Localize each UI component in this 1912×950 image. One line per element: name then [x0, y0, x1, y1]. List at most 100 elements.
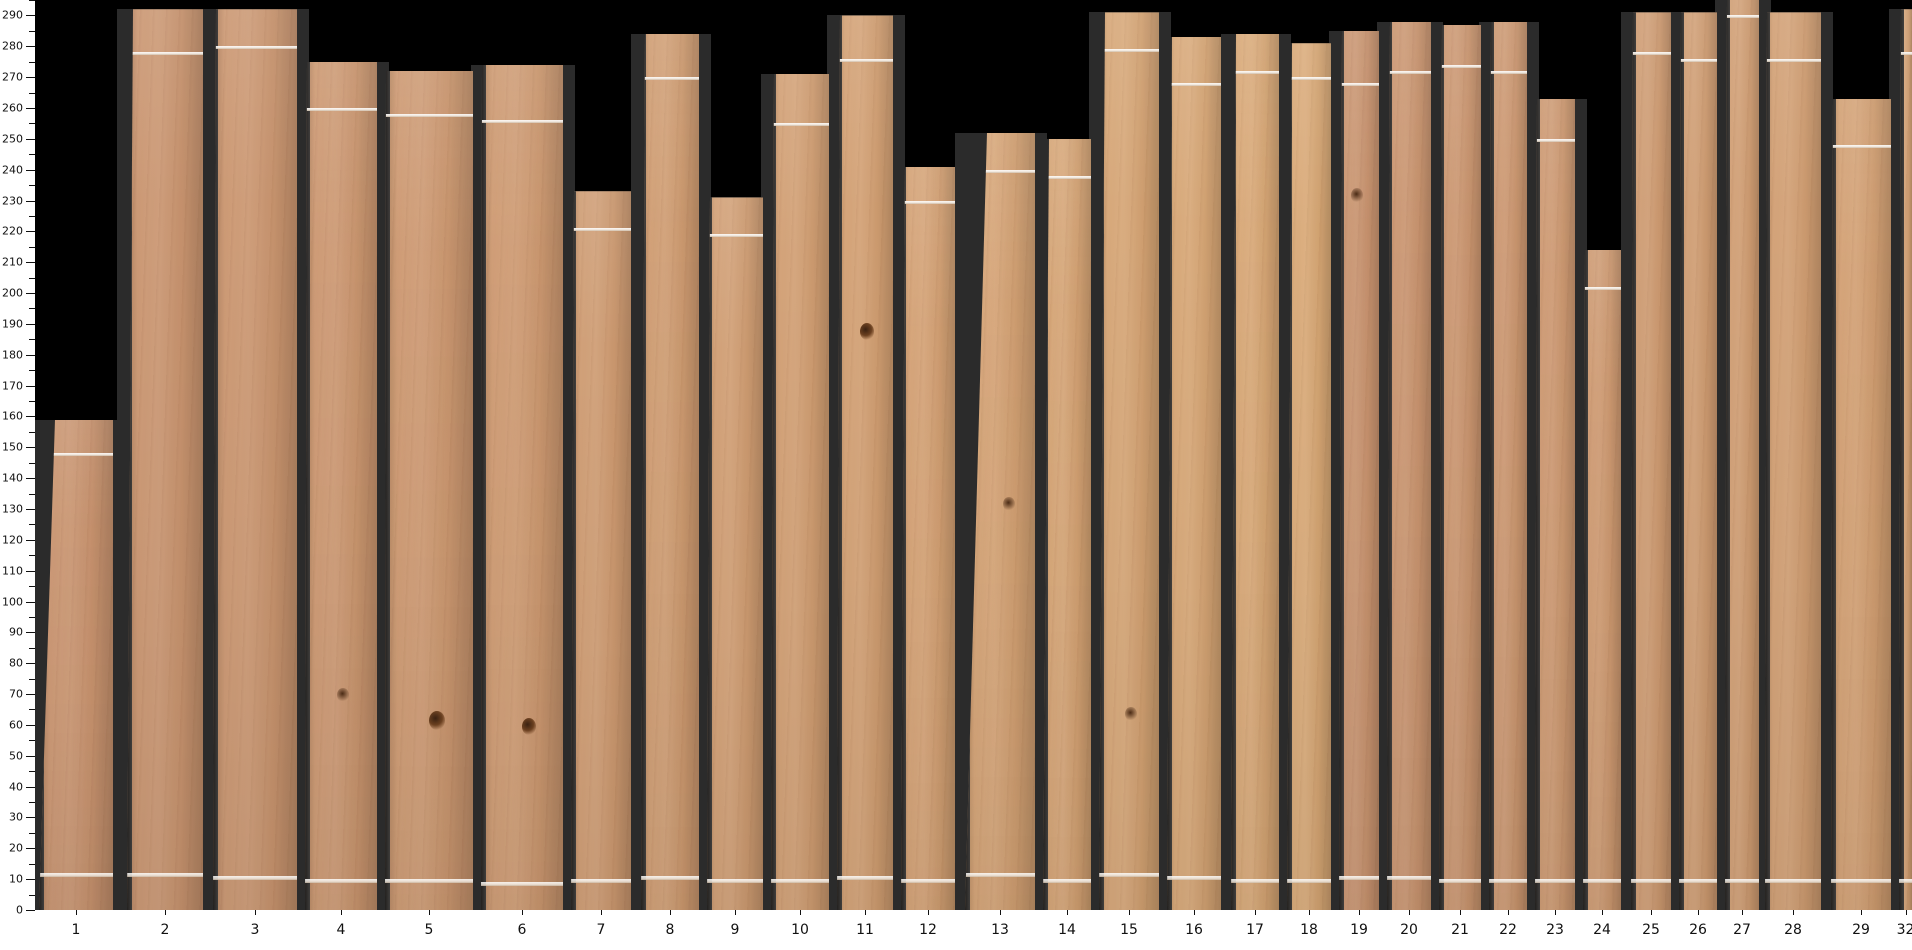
y-tick-label: 150: [2, 440, 23, 454]
board-22[interactable]: [1489, 21, 1527, 910]
chalk-mark: [213, 876, 297, 881]
chalk-mark: [1765, 58, 1821, 62]
y-tick-major: [26, 416, 35, 418]
board-shadow-edge: [1339, 30, 1344, 910]
y-tick-major: [26, 77, 35, 79]
chalk-mark: [1489, 879, 1527, 884]
y-tick-major: [26, 385, 35, 387]
chalk-mark: [127, 872, 203, 877]
chalk-mark: [1043, 879, 1091, 884]
board-face: [837, 15, 893, 910]
chalk-mark: [1725, 15, 1759, 19]
board-2[interactable]: [127, 9, 203, 910]
y-tick-label: 0: [16, 903, 23, 917]
y-tick-minor: [29, 215, 35, 217]
board-face: [1167, 37, 1221, 910]
x-tick: [341, 910, 342, 915]
y-tick-minor: [29, 894, 35, 896]
board-shadow-edge: [1725, 0, 1730, 910]
board-23[interactable]: [1535, 98, 1575, 910]
board-1[interactable]: [39, 419, 113, 910]
chalk-mark: [1899, 52, 1912, 56]
y-tick-minor: [29, 61, 35, 63]
board-face: [1831, 98, 1891, 910]
board-28[interactable]: [1765, 12, 1821, 910]
chalk-mark: [1725, 879, 1759, 884]
x-tick-label: 23: [1546, 922, 1564, 938]
chalk-mark: [641, 876, 699, 881]
chalk-mark: [965, 872, 1035, 877]
x-tick-label: 9: [730, 922, 740, 938]
chalk-mark: [1231, 70, 1279, 74]
board-face: [1099, 12, 1159, 910]
y-tick-major: [26, 724, 35, 726]
y-tick-label: 30: [9, 810, 23, 824]
board-18[interactable]: [1287, 43, 1331, 910]
y-tick-label: 60: [9, 718, 23, 732]
board-9[interactable]: [707, 197, 763, 910]
board-7[interactable]: [571, 191, 631, 910]
board-face: [1535, 98, 1575, 910]
board-11[interactable]: [837, 15, 893, 910]
board-25[interactable]: [1631, 12, 1671, 910]
y-tick-label: 50: [9, 749, 23, 763]
y-tick-major: [26, 786, 35, 788]
chalk-mark: [1043, 175, 1091, 179]
chalk-mark: [837, 58, 893, 62]
x-tick-label: 16: [1185, 922, 1203, 938]
chalk-mark: [39, 872, 113, 877]
y-tick-label: 140: [2, 471, 23, 485]
y-tick-minor: [29, 370, 35, 372]
wood-knot: [1125, 706, 1137, 721]
board-29[interactable]: [1831, 98, 1891, 910]
board-face: [385, 70, 473, 910]
chalk-mark: [305, 879, 377, 884]
board-19[interactable]: [1339, 30, 1379, 910]
chalk-mark: [901, 879, 955, 884]
chalk-mark: [571, 879, 631, 884]
board-12[interactable]: [901, 166, 955, 910]
wood-knot: [522, 717, 536, 735]
board-10[interactable]: [771, 74, 829, 910]
x-tick-label: 24: [1593, 922, 1611, 938]
board-17[interactable]: [1231, 33, 1279, 910]
board-20[interactable]: [1387, 21, 1431, 910]
chalk-mark: [1535, 879, 1575, 884]
board-6[interactable]: [481, 64, 563, 910]
board-shadow-edge: [1287, 43, 1292, 910]
board-shadow-edge: [1439, 24, 1444, 910]
y-tick-major: [26, 910, 35, 911]
board-15[interactable]: [1099, 12, 1159, 910]
y-tick-minor: [29, 0, 35, 1]
x-tick: [255, 910, 256, 915]
board-3[interactable]: [213, 9, 297, 910]
board-21[interactable]: [1439, 24, 1481, 910]
x-tick: [1602, 910, 1603, 915]
x-tick: [1255, 910, 1256, 915]
chalk-mark: [39, 453, 113, 457]
y-tick-minor: [29, 92, 35, 94]
board-26[interactable]: [1679, 12, 1717, 910]
board-4[interactable]: [305, 61, 377, 910]
y-tick-label: 290: [2, 8, 23, 22]
board-shadow-edge: [1489, 21, 1494, 910]
y-tick-label: 90: [9, 625, 23, 639]
board-shadow-edge: [1535, 98, 1540, 910]
board-face: [1287, 43, 1331, 910]
board-32[interactable]: [1899, 9, 1912, 910]
board-24[interactable]: [1583, 249, 1621, 910]
y-tick-label: 80: [9, 656, 23, 670]
board-8[interactable]: [641, 33, 699, 910]
chalk-mark: [1679, 58, 1717, 62]
board-16[interactable]: [1167, 37, 1221, 910]
board-5[interactable]: [385, 70, 473, 910]
board-shadow-edge: [571, 191, 576, 910]
board-shadow-edge: [1231, 33, 1236, 910]
y-tick-minor: [29, 246, 35, 248]
board-14[interactable]: [1043, 138, 1091, 910]
board-shadow-edge: [901, 166, 906, 910]
board-27[interactable]: [1725, 0, 1759, 910]
chalk-mark: [1231, 879, 1279, 884]
y-tick-major: [26, 848, 35, 850]
board-face: [901, 166, 955, 910]
